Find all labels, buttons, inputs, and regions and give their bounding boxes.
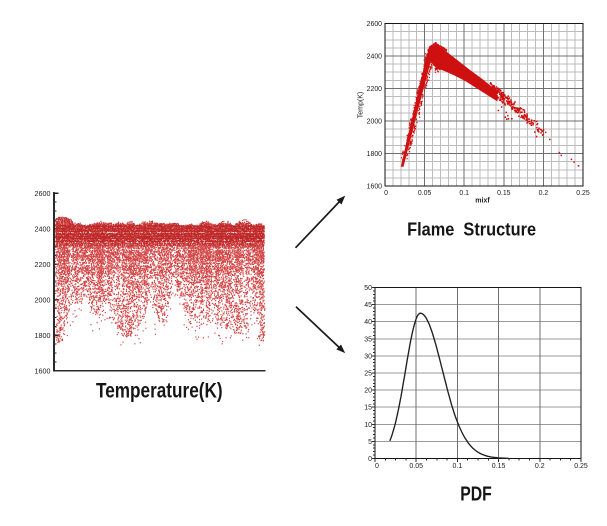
- svg-text:2000: 2000: [367, 118, 382, 125]
- svg-text:2000: 2000: [35, 295, 51, 304]
- svg-text:Temp(K): Temp(K): [358, 92, 365, 118]
- svg-text:0.2: 0.2: [539, 190, 549, 197]
- svg-text:2200: 2200: [367, 86, 382, 93]
- svg-text:0.1: 0.1: [459, 190, 469, 197]
- svg-text:mixf: mixf: [475, 198, 490, 205]
- svg-text:Temperature(K): Temperature(K): [96, 379, 223, 402]
- svg-text:0: 0: [368, 456, 372, 463]
- svg-text:0.15: 0.15: [497, 190, 511, 197]
- svg-text:2400: 2400: [367, 53, 382, 60]
- svg-text:0: 0: [375, 463, 379, 470]
- svg-text:0.25: 0.25: [576, 190, 590, 197]
- svg-text:2400: 2400: [35, 224, 51, 233]
- svg-text:0.25: 0.25: [574, 463, 588, 470]
- svg-text:35: 35: [364, 336, 372, 343]
- svg-text:PDF: PDF: [460, 482, 492, 505]
- svg-text:Flame Structure: Flame Structure: [407, 218, 536, 239]
- svg-text:0: 0: [384, 190, 388, 197]
- svg-text:0.1: 0.1: [453, 463, 463, 470]
- svg-text:1800: 1800: [367, 151, 382, 158]
- svg-text:0.05: 0.05: [409, 463, 423, 470]
- svg-text:1600: 1600: [35, 366, 51, 375]
- svg-text:1800: 1800: [35, 331, 51, 340]
- svg-text:50: 50: [364, 285, 372, 292]
- svg-text:40: 40: [364, 319, 372, 326]
- svg-text:15: 15: [364, 405, 372, 412]
- svg-text:20: 20: [364, 388, 372, 395]
- svg-text:45: 45: [364, 302, 372, 309]
- svg-text:2600: 2600: [35, 189, 51, 198]
- svg-text:30: 30: [364, 353, 372, 360]
- svg-text:5: 5: [368, 439, 372, 446]
- svg-text:0.2: 0.2: [535, 463, 545, 470]
- svg-text:0.05: 0.05: [418, 190, 432, 197]
- svg-text:2200: 2200: [35, 260, 51, 269]
- svg-text:1600: 1600: [367, 183, 382, 190]
- svg-text:0.15: 0.15: [492, 463, 506, 470]
- svg-text:25: 25: [364, 371, 372, 378]
- svg-text:10: 10: [364, 422, 372, 429]
- svg-text:2600: 2600: [367, 21, 382, 28]
